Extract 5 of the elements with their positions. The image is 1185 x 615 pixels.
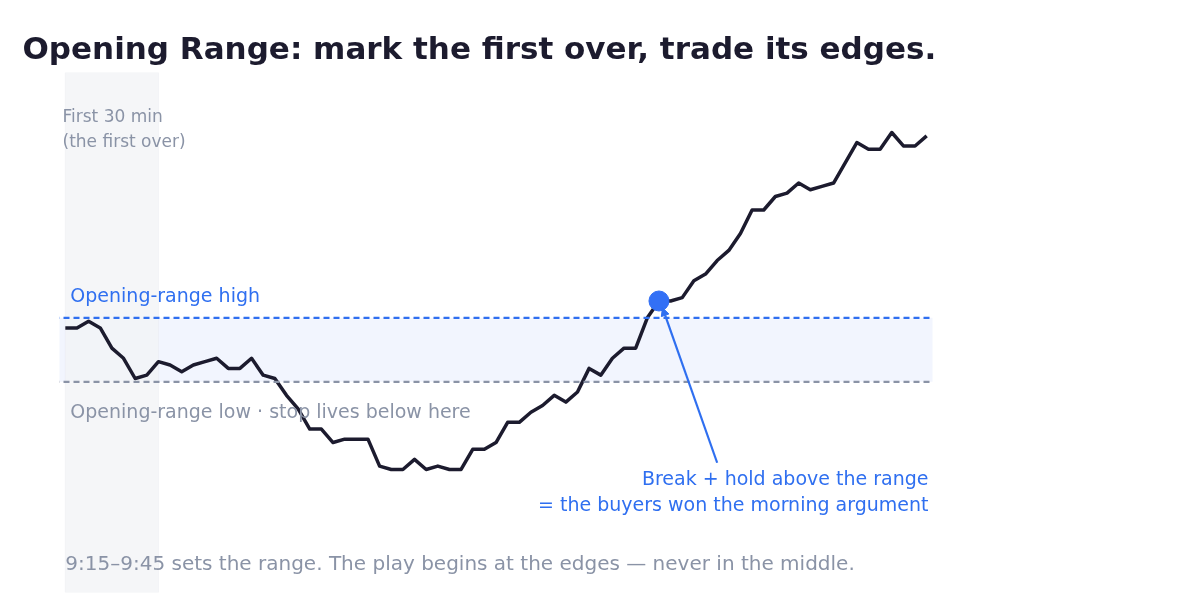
ref-line-label: Opening-range high [70, 283, 261, 306]
chart-title: Opening Range: mark the first over, trade its edges. [22, 29, 937, 66]
annotation: First 30 min (the first over) [62, 105, 186, 151]
text: 9:15–9:45 sets the range. The play begins at the edges — never in the middle. [65, 550, 855, 575]
annotation: Break + hold above the range = the buyers won the morning argument [538, 466, 929, 516]
